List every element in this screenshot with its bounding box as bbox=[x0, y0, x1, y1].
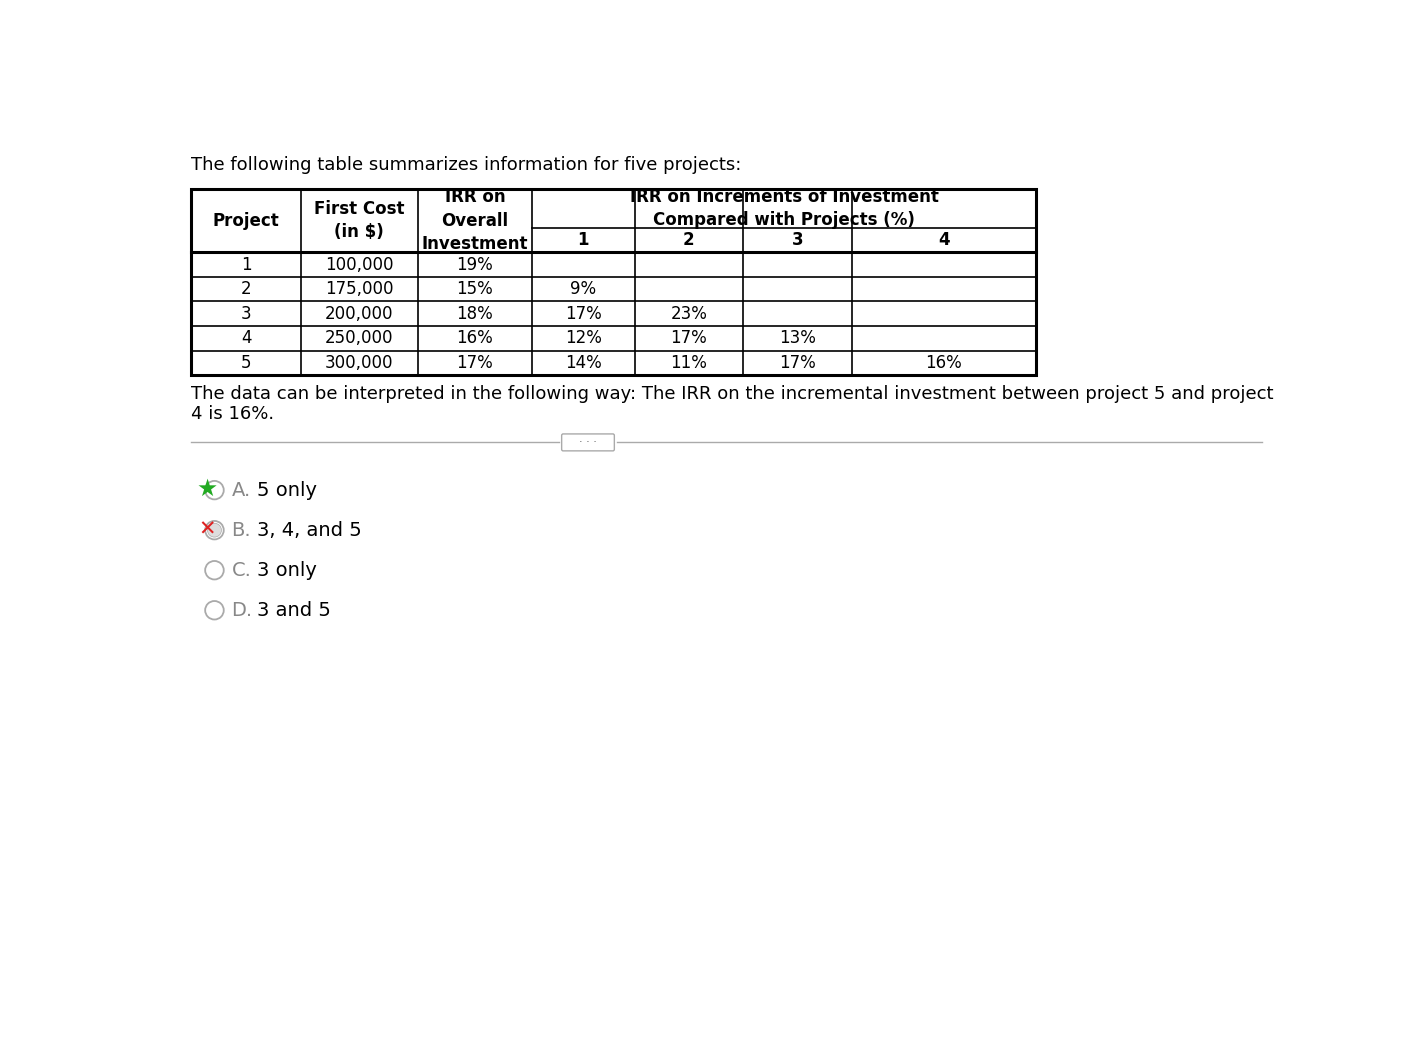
Text: 11%: 11% bbox=[671, 354, 708, 372]
Text: 23%: 23% bbox=[671, 305, 708, 323]
Bar bbox=[191, 189, 1037, 375]
Text: 4: 4 bbox=[937, 231, 950, 249]
Text: 100,000: 100,000 bbox=[325, 256, 394, 273]
Text: 17%: 17% bbox=[778, 354, 815, 372]
Text: 5: 5 bbox=[241, 354, 251, 372]
Text: D.: D. bbox=[231, 601, 252, 620]
Text: 3 and 5: 3 and 5 bbox=[257, 601, 330, 620]
Text: 15%: 15% bbox=[457, 281, 493, 298]
Text: 300,000: 300,000 bbox=[325, 354, 394, 372]
Text: 13%: 13% bbox=[778, 330, 815, 347]
Circle shape bbox=[207, 524, 221, 537]
Text: 16%: 16% bbox=[926, 354, 961, 372]
Text: 3, 4, and 5: 3, 4, and 5 bbox=[257, 520, 362, 539]
Text: 17%: 17% bbox=[457, 354, 493, 372]
Text: A.: A. bbox=[231, 481, 251, 500]
Text: B.: B. bbox=[231, 520, 251, 539]
Text: 12%: 12% bbox=[564, 330, 601, 347]
Text: 200,000: 200,000 bbox=[325, 305, 394, 323]
Text: 17%: 17% bbox=[671, 330, 708, 347]
Text: IRR on Increments of Investment
Compared with Projects (%): IRR on Increments of Investment Compared… bbox=[630, 188, 939, 229]
Text: 16%: 16% bbox=[457, 330, 493, 347]
Text: 19%: 19% bbox=[457, 256, 493, 273]
Text: Project: Project bbox=[213, 212, 279, 229]
Text: ★: ★ bbox=[196, 478, 217, 502]
Text: First Cost
(in $): First Cost (in $) bbox=[315, 200, 404, 241]
Text: 250,000: 250,000 bbox=[325, 330, 394, 347]
Text: The data can be interpreted in the following way: The IRR on the incremental inv: The data can be interpreted in the follo… bbox=[191, 385, 1273, 423]
FancyBboxPatch shape bbox=[562, 434, 614, 451]
Text: 18%: 18% bbox=[457, 305, 493, 323]
Text: 1: 1 bbox=[241, 256, 251, 273]
Text: 3 only: 3 only bbox=[257, 561, 318, 580]
Text: 5 only: 5 only bbox=[257, 481, 318, 500]
Text: 3: 3 bbox=[241, 305, 251, 323]
Text: 2: 2 bbox=[241, 281, 251, 298]
Text: IRR on
Overall
Investment: IRR on Overall Investment bbox=[421, 188, 527, 253]
Text: ✕: ✕ bbox=[199, 519, 216, 539]
Text: 2: 2 bbox=[683, 231, 695, 249]
Text: C.: C. bbox=[231, 561, 251, 580]
Text: 14%: 14% bbox=[564, 354, 601, 372]
Text: · · ·: · · · bbox=[579, 437, 597, 447]
Text: The following table summarizes information for five projects:: The following table summarizes informati… bbox=[191, 156, 742, 174]
Text: 1: 1 bbox=[577, 231, 588, 249]
Text: 3: 3 bbox=[791, 231, 803, 249]
Text: 175,000: 175,000 bbox=[325, 281, 394, 298]
Text: 17%: 17% bbox=[564, 305, 601, 323]
Text: 4: 4 bbox=[241, 330, 251, 347]
Text: 9%: 9% bbox=[570, 281, 597, 298]
